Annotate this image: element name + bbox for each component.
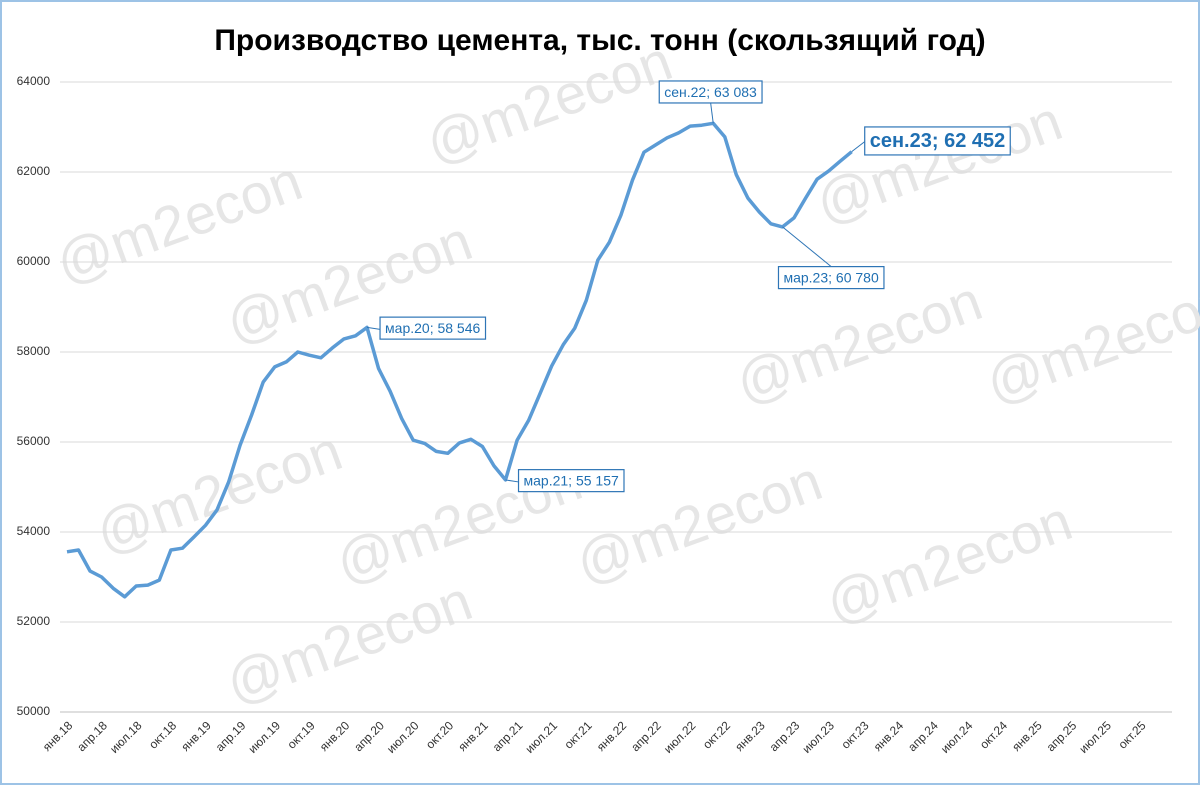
- label-leader: [505, 479, 519, 483]
- label-leader: [782, 226, 832, 267]
- data-label: сен.23; 62 452: [870, 130, 1006, 152]
- label-leader: [851, 141, 866, 153]
- label-box: [379, 316, 487, 340]
- y-tick-label: 58000: [17, 344, 51, 358]
- label-box: [777, 266, 885, 290]
- data-label: сен.22; 63 083: [664, 84, 757, 100]
- y-tick-label: 54000: [17, 524, 51, 538]
- label-leader: [366, 326, 381, 330]
- label-box: [864, 126, 1011, 156]
- y-tick-label: 52000: [17, 614, 51, 628]
- label-leader: [710, 102, 714, 124]
- label-box: [658, 80, 763, 104]
- y-tick-label: 60000: [17, 254, 51, 268]
- data-label: мар.20; 58 546: [385, 320, 480, 336]
- data-label: мар.21; 55 157: [524, 473, 619, 489]
- y-tick-label: 50000: [17, 704, 51, 718]
- y-tick-label: 62000: [17, 164, 51, 178]
- data-label: мар.23; 60 780: [783, 270, 878, 286]
- label-box: [517, 469, 625, 493]
- y-tick-label: 56000: [17, 434, 51, 448]
- y-tick-label: 64000: [17, 74, 51, 88]
- chart-title: Производство цемента, тыс. тонн (скользя…: [214, 24, 985, 57]
- series-line: [66, 121, 853, 599]
